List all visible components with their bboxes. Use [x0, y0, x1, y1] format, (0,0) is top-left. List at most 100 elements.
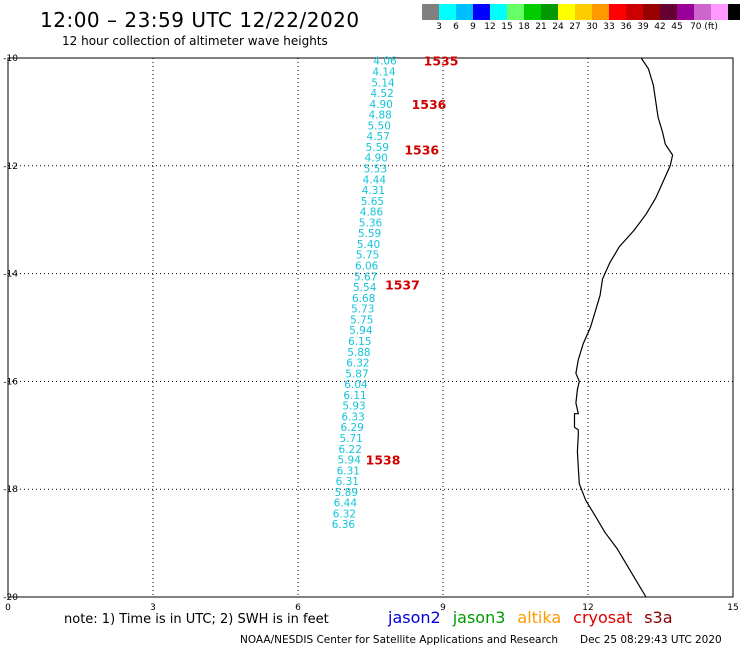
wave-height-value: 5.59	[366, 142, 389, 154]
colorbar-label: 45	[671, 22, 683, 32]
wave-height-value: 6.33	[341, 411, 364, 423]
satellite-legend-item: altika	[517, 608, 562, 627]
wave-height-value: 4.90	[369, 99, 392, 111]
satellite-legend-item: cryosat	[573, 608, 633, 627]
colorbar-label: 18	[518, 22, 530, 32]
colorbar-swatch	[422, 4, 439, 20]
wave-height-value: 4.06	[373, 56, 397, 68]
colorbar-swatch	[558, 4, 575, 20]
colorbar-swatch	[473, 4, 490, 20]
satellite-legend-item: s3a	[644, 608, 673, 627]
colorbar-label: 3	[436, 22, 442, 32]
wave-height-value: 5.75	[356, 250, 379, 262]
orbit-number: 1536	[404, 143, 439, 158]
colorbar-swatch	[541, 4, 558, 20]
wave-height-value: 5.94	[338, 455, 362, 467]
wave-height-value: 5.89	[335, 487, 358, 499]
wave-height-value: 6.06	[355, 261, 379, 273]
colorbar	[422, 4, 740, 20]
wave-height-value: 6.68	[352, 293, 375, 305]
colorbar-label: 21	[535, 22, 547, 32]
colorbar-swatch	[592, 4, 609, 20]
satellite-legend: jason2 jason3 altika cryosat s3a	[388, 608, 685, 627]
wave-height-value: 5.87	[345, 368, 368, 380]
satellite-legend-item: jason2	[388, 608, 441, 627]
x-tick-label: 6	[295, 603, 301, 613]
colorbar-label: 9	[470, 22, 476, 32]
wave-height-value: 4.57	[367, 131, 390, 143]
map-frame	[7, 57, 734, 598]
map-border	[7, 57, 734, 598]
wave-height-value: 6.44	[334, 498, 358, 510]
wave-height-value: 4.86	[360, 207, 384, 219]
wave-height-value: 5.14	[371, 77, 395, 89]
orbit-labels: 1535 1536 1536 1537 1538	[366, 54, 459, 468]
y-tick-label: -12	[3, 162, 18, 172]
wave-height-values: 4.064.145.144.524.904.885.504.575.594.90…	[332, 56, 397, 532]
colorbar-swatch	[660, 4, 677, 20]
colorbar-label: 15	[501, 22, 513, 32]
wave-height-value: 6.32	[333, 508, 356, 520]
colorbar-label: 12	[484, 22, 496, 32]
coastline-path	[573, 57, 674, 598]
colorbar-swatch	[711, 4, 728, 20]
x-tick-label: 12	[582, 603, 593, 613]
y-tick-label: -14	[3, 270, 18, 280]
wave-height-value: 4.90	[365, 153, 388, 165]
footer-note: note: 1) Time is in UTC; 2) SWH is in fe…	[64, 612, 329, 627]
colorbar-swatch	[677, 4, 694, 20]
colorbar-swatch	[524, 4, 541, 20]
wave-height-value: 6.29	[340, 422, 363, 434]
wave-height-value: 5.53	[364, 163, 387, 175]
chart-subtitle: 12 hour collection of altimeter wave hei…	[62, 34, 328, 48]
x-tick-label: 9	[440, 603, 446, 613]
wave-height-value: 6.22	[339, 444, 362, 456]
colorbar-label: 70 (ft)	[690, 22, 718, 32]
colorbar-swatch	[609, 4, 626, 20]
wave-height-value: 4.88	[368, 110, 391, 122]
colorbar-swatch	[728, 4, 740, 20]
colorbar-swatch	[490, 4, 507, 20]
wave-height-value: 5.75	[350, 314, 373, 326]
colorbar-label: 39	[637, 22, 649, 32]
colorbar-swatch	[439, 4, 456, 20]
colorbar-label: 24	[552, 22, 564, 32]
colorbar-swatch	[626, 4, 643, 20]
orbit-number: 1537	[385, 277, 420, 292]
wave-height-value: 5.59	[358, 228, 381, 240]
coastline	[573, 57, 674, 598]
wave-height-value: 5.73	[351, 304, 374, 316]
wave-height-value: 4.31	[362, 185, 385, 197]
satellite-legend-item: jason3	[452, 608, 506, 627]
wave-height-value: 6.32	[346, 358, 369, 370]
wave-height-value: 5.65	[361, 196, 384, 208]
wave-height-value: 6.31	[336, 476, 359, 488]
x-tick-label: 3	[150, 603, 156, 613]
colorbar-swatch	[507, 4, 524, 20]
wave-height-value: 6.36	[332, 519, 356, 531]
axis-ticks: 0 3 6 9 12 15 -10 -12 -14 -16 -18 -20	[3, 54, 738, 613]
y-tick-label: -18	[3, 485, 18, 495]
wave-height-value: 5.54	[353, 282, 377, 294]
wave-height-value: 5.94	[349, 325, 373, 337]
colorbar-swatch	[575, 4, 592, 20]
wave-height-value: 5.93	[342, 401, 365, 413]
y-tick-label: -10	[3, 54, 18, 64]
wave-height-value: 4.52	[370, 88, 393, 100]
colorbar-label: 27	[569, 22, 581, 32]
wave-height-value: 5.36	[359, 217, 383, 229]
y-tick-label: -16	[3, 377, 18, 387]
colorbar-swatch	[456, 4, 473, 20]
orbit-number: 1535	[424, 54, 459, 69]
orbit-number: 1536	[412, 97, 447, 112]
x-tick-label: 15	[727, 603, 738, 613]
generated-timestamp: Dec 25 08:29:43 UTC 2020	[580, 634, 722, 646]
wave-height-value: 6.15	[348, 336, 371, 348]
colorbar-label: 42	[654, 22, 666, 32]
colorbar-label: 6	[453, 22, 459, 32]
wave-height-value: 6.04	[344, 379, 368, 391]
x-tick-label: 0	[5, 603, 11, 613]
wave-height-value: 6.11	[343, 390, 366, 402]
colorbar-swatch	[643, 4, 660, 20]
wave-height-value: 5.71	[339, 433, 362, 445]
